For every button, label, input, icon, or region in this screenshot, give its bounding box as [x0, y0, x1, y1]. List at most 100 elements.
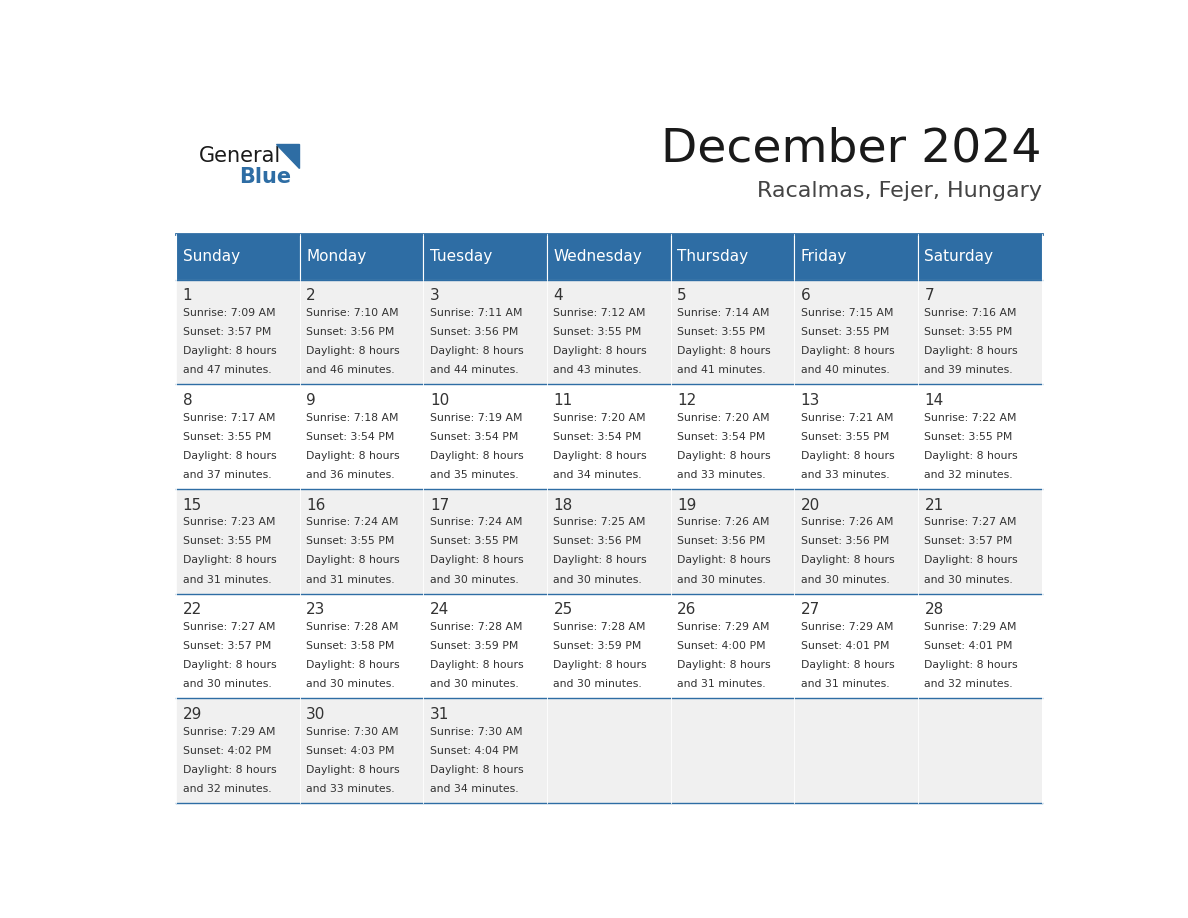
Text: and 30 minutes.: and 30 minutes.	[801, 575, 890, 585]
Text: Daylight: 8 hours: Daylight: 8 hours	[430, 555, 524, 565]
Text: Daylight: 8 hours: Daylight: 8 hours	[677, 346, 771, 356]
Text: Wednesday: Wednesday	[554, 250, 643, 264]
Text: 5: 5	[677, 288, 687, 303]
Text: Sunrise: 7:27 AM: Sunrise: 7:27 AM	[183, 621, 276, 632]
Text: Sunrise: 7:21 AM: Sunrise: 7:21 AM	[801, 413, 893, 422]
Text: 26: 26	[677, 602, 696, 617]
Text: Sunset: 3:59 PM: Sunset: 3:59 PM	[554, 641, 642, 651]
Text: Sunrise: 7:23 AM: Sunrise: 7:23 AM	[183, 518, 276, 527]
Text: Daylight: 8 hours: Daylight: 8 hours	[430, 765, 524, 775]
Text: Daylight: 8 hours: Daylight: 8 hours	[801, 346, 895, 356]
Text: Sunrise: 7:10 AM: Sunrise: 7:10 AM	[307, 308, 399, 318]
Text: 10: 10	[430, 393, 449, 408]
Text: Daylight: 8 hours: Daylight: 8 hours	[430, 346, 524, 356]
Text: Sunrise: 7:17 AM: Sunrise: 7:17 AM	[183, 413, 276, 422]
Text: Sunrise: 7:28 AM: Sunrise: 7:28 AM	[430, 621, 523, 632]
Text: Sunset: 4:01 PM: Sunset: 4:01 PM	[924, 641, 1013, 651]
Text: Sunrise: 7:14 AM: Sunrise: 7:14 AM	[677, 308, 770, 318]
Text: Sunset: 3:58 PM: Sunset: 3:58 PM	[307, 641, 394, 651]
Text: Sunset: 3:56 PM: Sunset: 3:56 PM	[801, 536, 889, 546]
Text: and 33 minutes.: and 33 minutes.	[307, 784, 394, 794]
Text: Sunrise: 7:29 AM: Sunrise: 7:29 AM	[677, 621, 770, 632]
Text: Sunset: 3:56 PM: Sunset: 3:56 PM	[307, 327, 394, 337]
Text: and 30 minutes.: and 30 minutes.	[183, 679, 271, 689]
Text: Sunrise: 7:11 AM: Sunrise: 7:11 AM	[430, 308, 523, 318]
Text: Daylight: 8 hours: Daylight: 8 hours	[307, 660, 400, 670]
Text: Sunrise: 7:26 AM: Sunrise: 7:26 AM	[677, 518, 770, 527]
Text: Sunrise: 7:18 AM: Sunrise: 7:18 AM	[307, 413, 399, 422]
Text: Daylight: 8 hours: Daylight: 8 hours	[307, 765, 400, 775]
Text: 29: 29	[183, 707, 202, 722]
Text: Saturday: Saturday	[924, 250, 993, 264]
Text: Daylight: 8 hours: Daylight: 8 hours	[554, 555, 647, 565]
Text: Sunrise: 7:09 AM: Sunrise: 7:09 AM	[183, 308, 276, 318]
Text: Sunset: 3:56 PM: Sunset: 3:56 PM	[677, 536, 765, 546]
Text: Daylight: 8 hours: Daylight: 8 hours	[554, 451, 647, 461]
Text: 4: 4	[554, 288, 563, 303]
Text: Sunrise: 7:27 AM: Sunrise: 7:27 AM	[924, 518, 1017, 527]
Text: Daylight: 8 hours: Daylight: 8 hours	[183, 660, 276, 670]
Polygon shape	[276, 144, 299, 168]
Text: Sunrise: 7:30 AM: Sunrise: 7:30 AM	[430, 726, 523, 736]
Text: Daylight: 8 hours: Daylight: 8 hours	[924, 660, 1018, 670]
Text: and 41 minutes.: and 41 minutes.	[677, 365, 766, 375]
Text: Sunset: 3:57 PM: Sunset: 3:57 PM	[183, 327, 271, 337]
Text: Sunset: 3:55 PM: Sunset: 3:55 PM	[430, 536, 518, 546]
Text: Sunset: 3:54 PM: Sunset: 3:54 PM	[430, 431, 518, 442]
Text: Daylight: 8 hours: Daylight: 8 hours	[924, 346, 1018, 356]
Bar	[176, 594, 1042, 699]
Text: Daylight: 8 hours: Daylight: 8 hours	[677, 660, 771, 670]
Text: 15: 15	[183, 498, 202, 512]
Text: General: General	[200, 146, 282, 166]
Text: Sunset: 3:59 PM: Sunset: 3:59 PM	[430, 641, 518, 651]
Bar	[918, 234, 1042, 280]
Text: Daylight: 8 hours: Daylight: 8 hours	[801, 555, 895, 565]
Text: Sunset: 3:55 PM: Sunset: 3:55 PM	[554, 327, 642, 337]
Text: Sunrise: 7:16 AM: Sunrise: 7:16 AM	[924, 308, 1017, 318]
Text: 3: 3	[430, 288, 440, 303]
Text: and 30 minutes.: and 30 minutes.	[924, 575, 1013, 585]
Text: Sunrise: 7:26 AM: Sunrise: 7:26 AM	[801, 518, 893, 527]
Text: and 30 minutes.: and 30 minutes.	[554, 679, 643, 689]
Text: and 31 minutes.: and 31 minutes.	[183, 575, 271, 585]
Text: December 2024: December 2024	[661, 127, 1042, 172]
Text: Daylight: 8 hours: Daylight: 8 hours	[307, 346, 400, 356]
Text: 19: 19	[677, 498, 696, 512]
Text: 13: 13	[801, 393, 820, 408]
Text: 17: 17	[430, 498, 449, 512]
Text: Daylight: 8 hours: Daylight: 8 hours	[183, 346, 276, 356]
Text: Sunset: 3:54 PM: Sunset: 3:54 PM	[677, 431, 765, 442]
Text: Sunrise: 7:24 AM: Sunrise: 7:24 AM	[430, 518, 523, 527]
Text: and 33 minutes.: and 33 minutes.	[801, 470, 890, 480]
Text: Thursday: Thursday	[677, 250, 748, 264]
Text: 31: 31	[430, 707, 449, 722]
Text: Sunset: 3:54 PM: Sunset: 3:54 PM	[554, 431, 642, 442]
Text: Sunset: 3:54 PM: Sunset: 3:54 PM	[307, 431, 394, 442]
Bar	[176, 234, 299, 280]
Text: and 30 minutes.: and 30 minutes.	[554, 575, 643, 585]
Text: Daylight: 8 hours: Daylight: 8 hours	[677, 555, 771, 565]
Text: Daylight: 8 hours: Daylight: 8 hours	[307, 451, 400, 461]
Text: Sunset: 4:03 PM: Sunset: 4:03 PM	[307, 745, 394, 756]
Text: Sunday: Sunday	[183, 250, 240, 264]
Text: 6: 6	[801, 288, 810, 303]
Text: 1: 1	[183, 288, 192, 303]
Text: 7: 7	[924, 288, 934, 303]
Text: Daylight: 8 hours: Daylight: 8 hours	[183, 765, 276, 775]
Bar	[423, 234, 546, 280]
Text: and 32 minutes.: and 32 minutes.	[183, 784, 271, 794]
Text: Sunrise: 7:29 AM: Sunrise: 7:29 AM	[183, 726, 276, 736]
Text: and 33 minutes.: and 33 minutes.	[677, 470, 766, 480]
Text: Daylight: 8 hours: Daylight: 8 hours	[430, 451, 524, 461]
Text: Sunset: 3:55 PM: Sunset: 3:55 PM	[924, 327, 1012, 337]
Text: Sunset: 3:57 PM: Sunset: 3:57 PM	[924, 536, 1012, 546]
Bar	[176, 489, 1042, 594]
Bar	[176, 699, 1042, 803]
Text: and 36 minutes.: and 36 minutes.	[307, 470, 394, 480]
Text: Daylight: 8 hours: Daylight: 8 hours	[183, 555, 276, 565]
Text: and 32 minutes.: and 32 minutes.	[924, 679, 1013, 689]
Text: and 35 minutes.: and 35 minutes.	[430, 470, 518, 480]
Text: 8: 8	[183, 393, 192, 408]
Text: and 32 minutes.: and 32 minutes.	[924, 470, 1013, 480]
Text: and 31 minutes.: and 31 minutes.	[801, 679, 890, 689]
